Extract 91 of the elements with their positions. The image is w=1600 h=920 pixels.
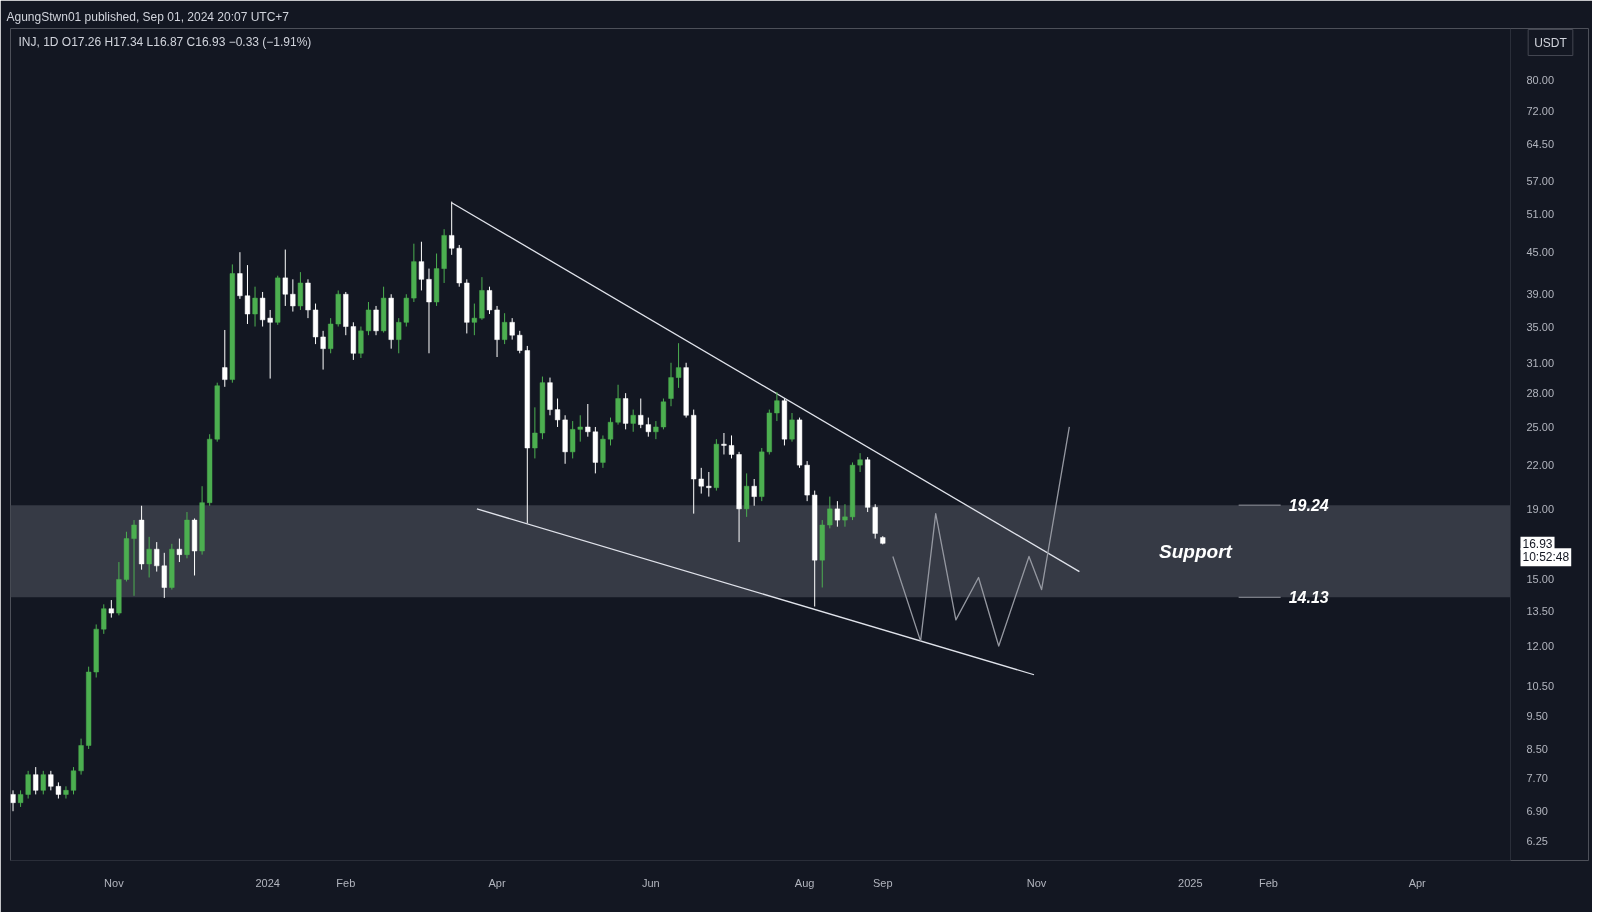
candlestick — [834, 500, 840, 528]
candlestick — [244, 264, 251, 325]
chart-title: AgungStwn01 published, Sep 01, 2024 20:07 UTC+7 — [6, 9, 290, 24]
text: 10:52:48 — [1522, 550, 1570, 565]
candlestick — [154, 541, 160, 573]
candlestick — [706, 471, 712, 498]
x-tick-label: Apr — [1408, 876, 1427, 889]
candlestick — [668, 362, 674, 407]
y-tick-label: 72.00 — [1526, 105, 1555, 118]
candlestick — [418, 241, 425, 291]
candlestick — [630, 409, 636, 433]
candlestick — [751, 478, 757, 507]
y-tick-label: 7.70 — [1526, 772, 1548, 785]
candlestick — [698, 467, 704, 495]
candlestick — [554, 398, 561, 428]
candlestick — [585, 403, 591, 438]
y-tick-label: 6.25 — [1526, 834, 1548, 847]
candlestick — [320, 330, 326, 371]
y-tick-label: 35.00 — [1526, 320, 1555, 333]
candlestick — [509, 317, 515, 341]
y-axis-title: USDT — [1534, 35, 1568, 50]
candlestick — [63, 785, 69, 800]
x-tick-label: 2024 — [255, 876, 280, 889]
candlestick — [33, 766, 39, 795]
candlestick — [827, 496, 833, 529]
candlestick — [789, 412, 795, 443]
x-tick-label: Feb — [1259, 876, 1278, 889]
x-tick-label: Feb — [336, 876, 356, 889]
candlestick — [297, 271, 304, 311]
candlestick — [675, 342, 682, 389]
annotation: 14.13 — [1288, 589, 1329, 607]
candlestick — [842, 503, 848, 528]
y-tick-label: 13.50 — [1526, 604, 1555, 617]
y-tick-label: 45.00 — [1526, 245, 1555, 258]
candlestick — [653, 420, 659, 440]
y-tick-label: 28.00 — [1526, 387, 1555, 400]
candlestick — [252, 286, 258, 328]
text: 16.93 — [1522, 536, 1553, 551]
y-tick-label: 19.00 — [1526, 502, 1555, 515]
candlestick — [161, 552, 167, 599]
y-tick-label: 57.00 — [1526, 174, 1555, 187]
candlestick — [486, 286, 493, 315]
y-tick-label: 9.50 — [1526, 709, 1548, 722]
y-tick-label: 15.00 — [1526, 573, 1555, 586]
candlestick — [615, 384, 621, 426]
candlestick — [222, 329, 228, 388]
candlestick — [471, 303, 477, 336]
candlestick — [282, 249, 288, 307]
candlestick — [774, 391, 780, 422]
candlestick — [502, 312, 508, 345]
y-tick-label: 31.00 — [1526, 356, 1555, 369]
x-tick-label: Jun — [641, 876, 660, 889]
y-tick-label: 25.00 — [1526, 420, 1555, 433]
candlestick — [290, 278, 296, 313]
x-tick-label: Aug — [794, 876, 815, 889]
y-tick-label: 6.90 — [1526, 805, 1548, 818]
candlestick — [10, 789, 16, 812]
line-series — [892, 426, 1070, 647]
x-tick-label: 2025 — [1178, 876, 1203, 889]
candlestick — [607, 417, 614, 446]
candlestick — [176, 538, 182, 563]
candlestick — [426, 268, 432, 354]
text: INJ, 1D O17.26 H17.34 L16.87 C16.93 −0.33 (−1.91%) — [18, 34, 312, 49]
candlestick — [131, 519, 137, 597]
candlestick — [146, 536, 152, 578]
y-tick-label: 64.50 — [1526, 138, 1555, 151]
band-label: Support — [1159, 540, 1233, 562]
candlestick — [396, 317, 402, 354]
y-tick-label: 12.00 — [1526, 640, 1555, 653]
x-tick-label: Nov — [1026, 876, 1047, 889]
y-tick-label: 51.00 — [1526, 208, 1555, 221]
y-tick-label: 22.00 — [1526, 459, 1555, 472]
candlestick — [744, 472, 750, 518]
candlestick — [101, 603, 107, 635]
y-tick-label: 8.50 — [1526, 742, 1548, 755]
y-tick-label: 10.50 — [1526, 679, 1555, 692]
x-tick-label: Nov — [104, 876, 125, 889]
candlestick — [40, 770, 46, 795]
candlestick — [532, 406, 538, 459]
y-tick-label: 39.00 — [1526, 288, 1555, 301]
candlestick — [373, 305, 379, 336]
candlestick — [237, 251, 243, 300]
candlestick — [70, 766, 77, 795]
x-tick-label: Apr — [488, 876, 506, 889]
annotation: 19.24 — [1288, 497, 1329, 515]
candlestick — [600, 434, 606, 469]
candlestick — [728, 434, 735, 459]
candlestick — [449, 201, 455, 256]
x-tick-label: Sep — [872, 876, 893, 889]
y-tick-label: 80.00 — [1526, 73, 1555, 86]
candlestick — [721, 432, 727, 455]
